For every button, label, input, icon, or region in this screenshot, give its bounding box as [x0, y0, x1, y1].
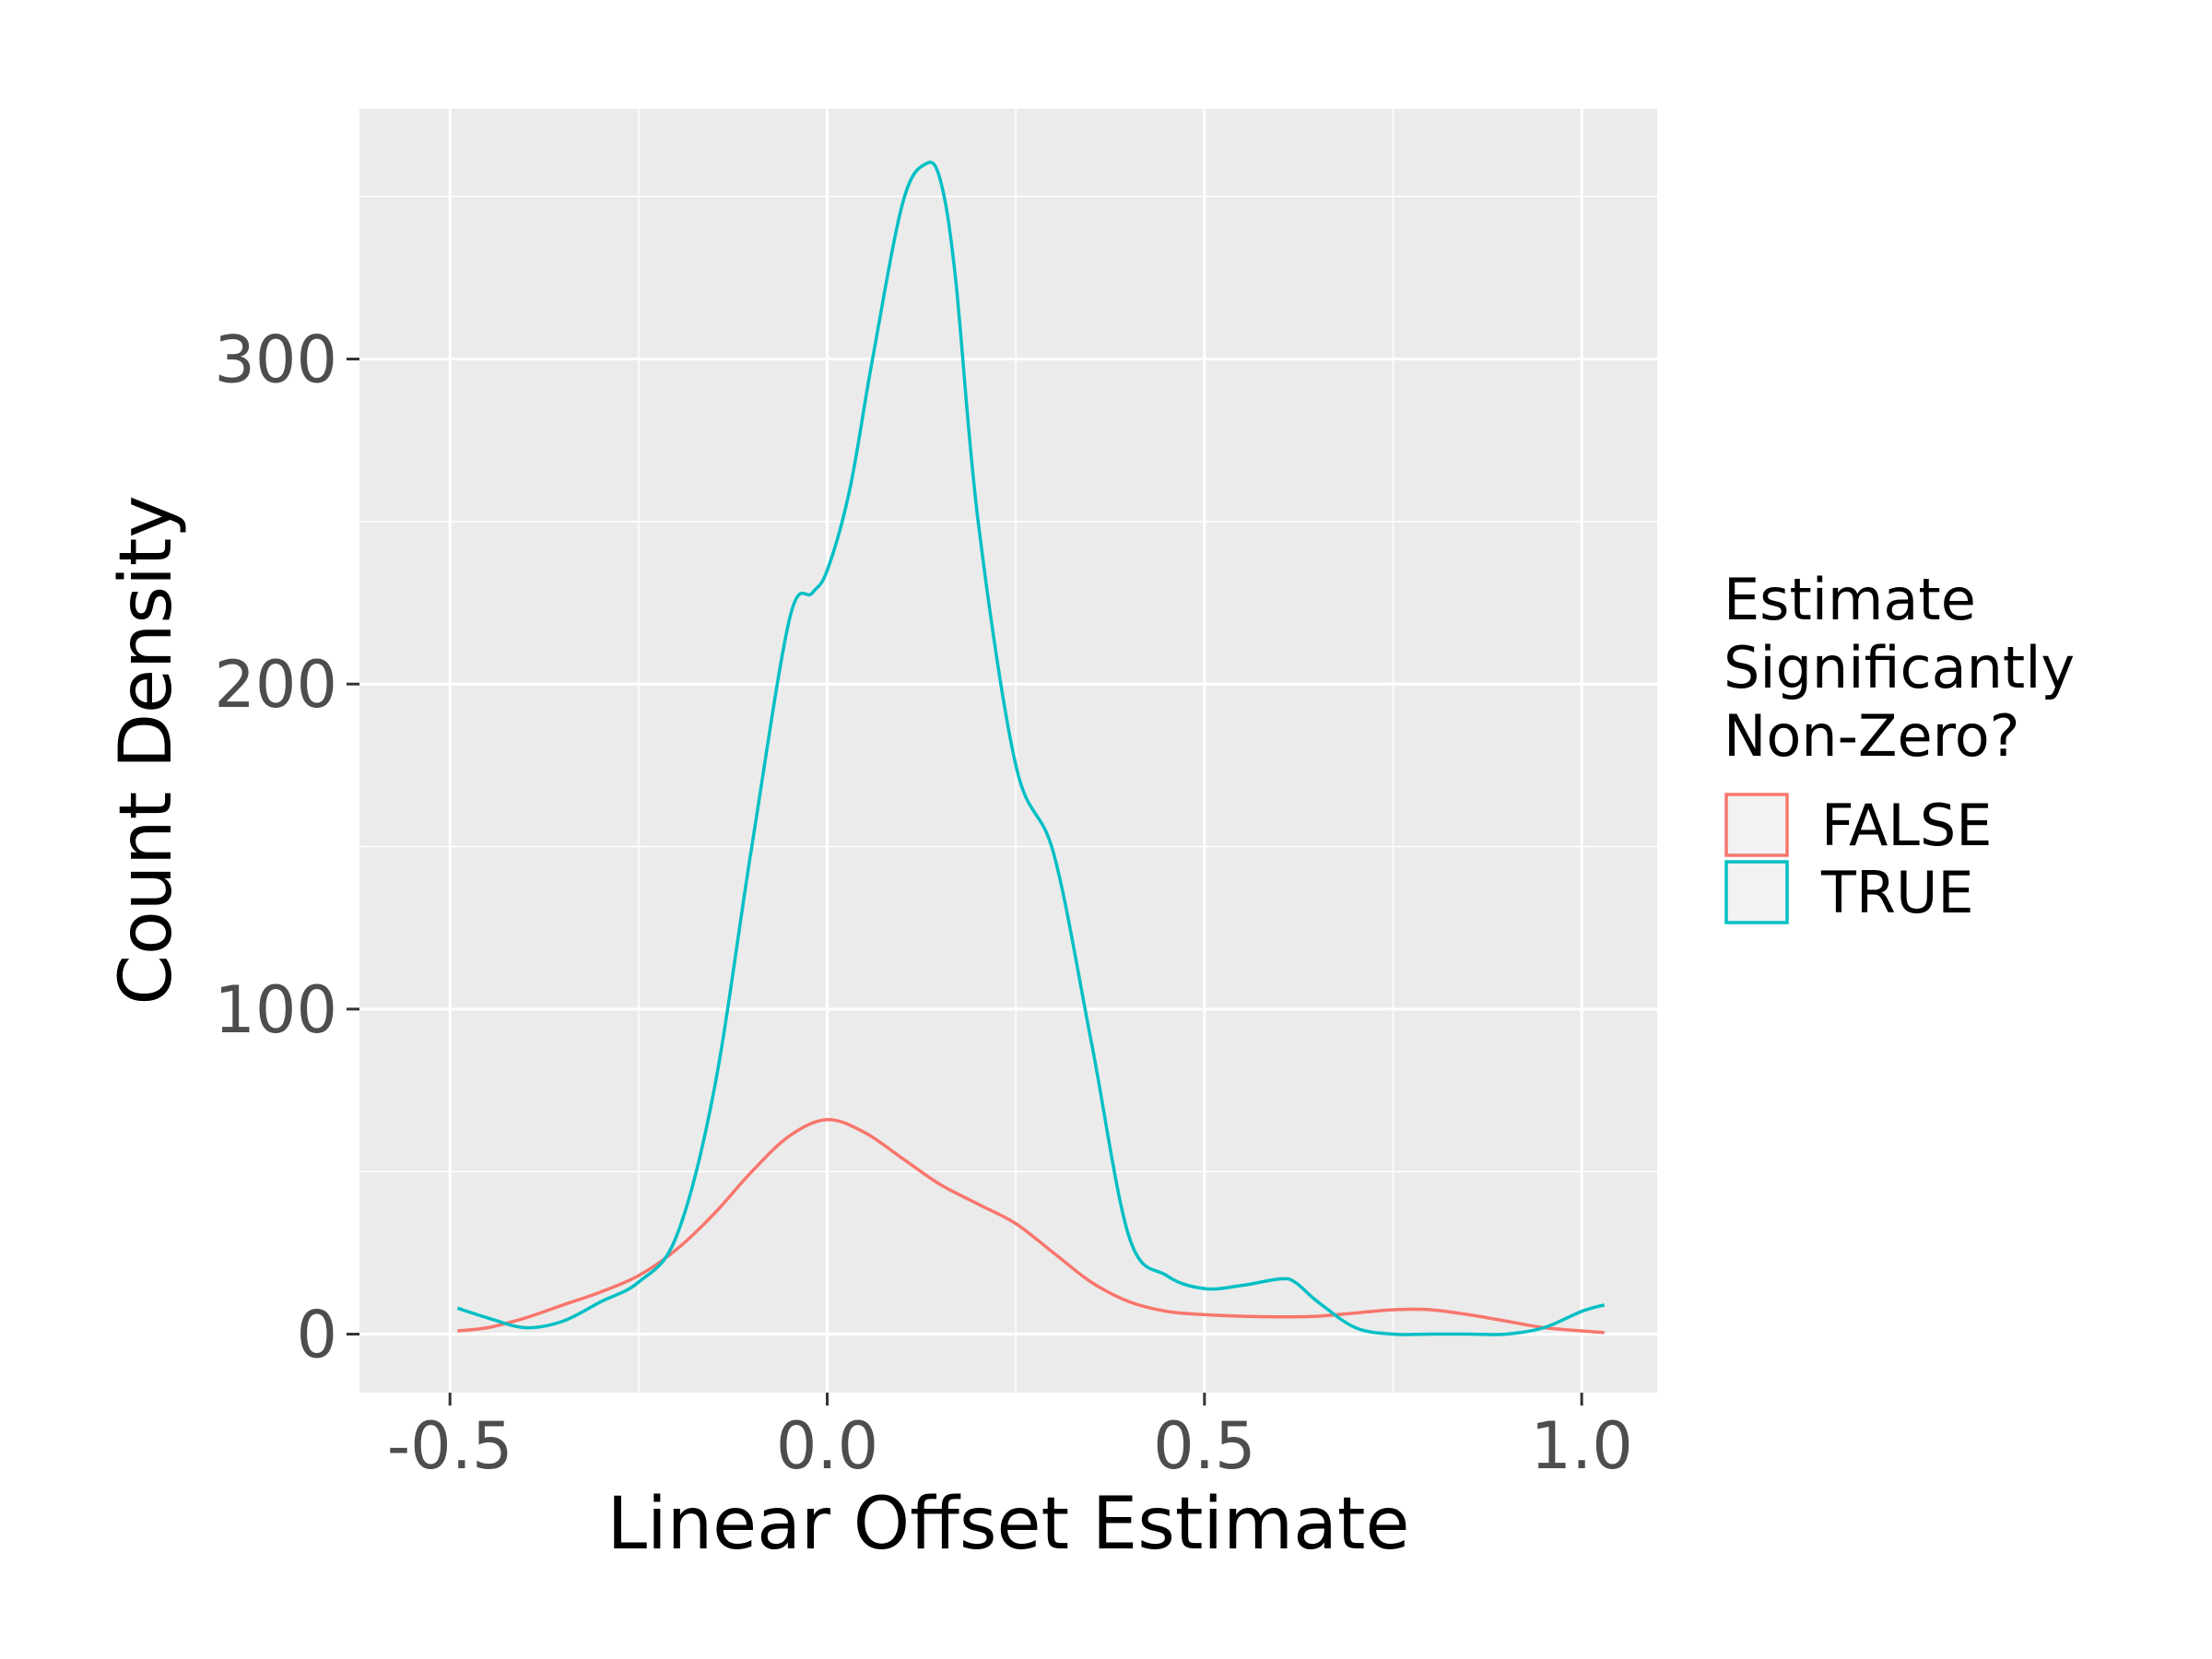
x-tick-label: -0.5: [387, 1408, 513, 1484]
y-tick-label: 300: [214, 323, 337, 398]
legend-label-false: FALSE: [1821, 792, 1992, 859]
minor-gridlines: [359, 109, 1657, 1393]
y-axis: 0 100 200 300: [214, 323, 359, 1373]
major-gridlines: [359, 109, 1657, 1393]
x-axis-title: Linear Offset Estimate: [607, 1483, 1410, 1566]
series-line-true: [456, 160, 1606, 1336]
legend-title-line: Non-Zero?: [1724, 702, 2020, 770]
series-line-false: [457, 1118, 1605, 1335]
legend-label-true: TRUE: [1820, 859, 1974, 926]
series-lines: [456, 160, 1606, 1336]
plot-panel: [359, 109, 1657, 1393]
x-axis: -0.5 0.0 0.5 1.0: [387, 1393, 1633, 1484]
legend-title-line: Estimate: [1724, 566, 1976, 633]
legend-key-false: [1724, 793, 1789, 857]
y-tick-label: 100: [214, 972, 337, 1048]
legend-key-true: [1724, 860, 1789, 924]
y-axis-title: Count Density: [105, 496, 188, 1006]
x-tick-label: 0.0: [776, 1408, 878, 1484]
y-tick-label: 200: [214, 647, 337, 723]
legend-title-line: Significantly: [1724, 634, 2075, 701]
x-tick-label: 0.5: [1153, 1408, 1255, 1484]
x-tick-label: 1.0: [1530, 1408, 1632, 1484]
y-tick-label: 0: [296, 1298, 337, 1373]
